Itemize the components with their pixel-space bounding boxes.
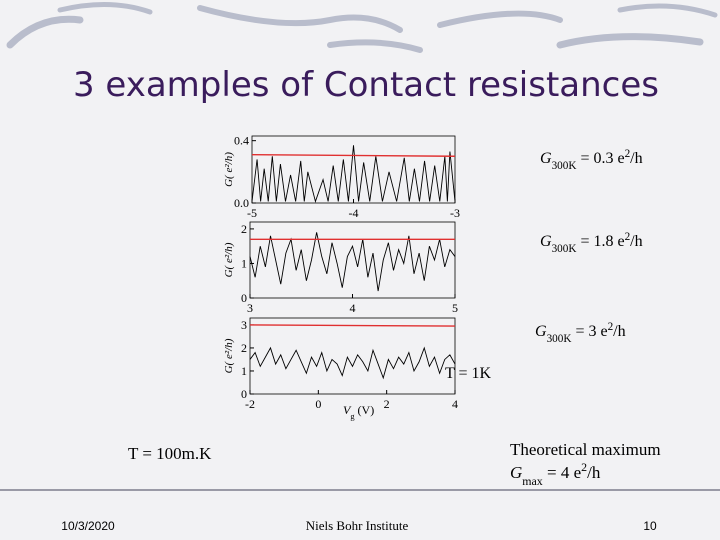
y-axis-label: G( e²/h) (223, 242, 235, 277)
theory-formula-part: /h (587, 463, 601, 482)
y-tick-label: 1 (241, 364, 247, 378)
footer-institute: Niels Bohr Institute (306, 518, 409, 533)
decoration (0, 2, 720, 491)
theory-formula-part: 2 (581, 460, 587, 474)
series-annotation-part: 300K (552, 160, 577, 172)
series-annotation: G300K = 3 e2/h (535, 321, 626, 345)
series-annotation-part: 2 (608, 321, 614, 333)
x-tick-label: -4 (349, 206, 359, 220)
series-annotation-part: 300K (547, 333, 572, 345)
series-annotation-part: G (540, 150, 552, 167)
series-annotation-part: 300K (552, 243, 577, 255)
footer-date: 10/3/2020 (61, 519, 115, 533)
temperature-note: T = 1K (445, 365, 492, 382)
series-annotation-part: 2 (625, 148, 631, 160)
x-tick-label: -2 (245, 397, 255, 411)
x-tick-label: 5 (452, 301, 458, 315)
series-annotation-part: = 1.8 e (576, 233, 624, 250)
y-tick-label: 2 (241, 222, 247, 236)
series-annotation-part: = 3 e (571, 323, 607, 340)
y-tick-label: 0 (241, 387, 247, 401)
x-tick-label: -5 (247, 206, 257, 220)
series-annotation-part: 2 (625, 231, 631, 243)
x-axis-label-part: g (350, 412, 355, 421)
x-axis-label-part: V (343, 403, 352, 417)
x-tick-label: 4 (350, 301, 356, 315)
series-annotation-part: /h (630, 233, 642, 250)
series-annotation: G300K = 1.8 e2/h (540, 231, 643, 255)
theory-line: Theoretical maximum (510, 440, 661, 459)
x-tick-label: 0 (315, 397, 321, 411)
series-annotation: G300K = 0.3 e2/h (540, 148, 643, 172)
data-line (249, 232, 456, 292)
y-tick-label: 0.4 (234, 134, 249, 148)
slide-title: 3 examples of Contact resistances (73, 65, 659, 105)
y-tick-label: 3 (241, 318, 247, 332)
y-tick-label: 2 (241, 341, 247, 355)
footer-page: 10 (643, 519, 657, 533)
data-line (249, 346, 456, 380)
data-line (251, 145, 456, 203)
y-tick-label: 0 (241, 291, 247, 305)
series-annotation-part: = 0.3 e (576, 150, 624, 167)
theory-formula-part: max (522, 474, 543, 488)
plot-frame (249, 317, 456, 395)
y-tick-label: 0.0 (234, 196, 249, 210)
x-axis-label-part: (V) (355, 403, 375, 417)
theory-formula: Gmax = 4 e2/h (510, 460, 601, 488)
data-line (251, 153, 456, 157)
data-line (249, 324, 456, 327)
theory-formula-part: = 4 e (543, 463, 581, 482)
series-annotation-part: G (540, 233, 552, 250)
series-annotation-part: G (535, 323, 547, 340)
y-axis-label: G( e²/h) (223, 152, 235, 187)
theory-formula-part: G (510, 463, 522, 482)
x-tick-label: -3 (450, 206, 460, 220)
x-tick-label: 4 (452, 397, 458, 411)
temperature-note: T = 100m.K (128, 444, 212, 463)
y-axis-label: G( e²/h) (223, 338, 235, 373)
x-tick-label: 3 (247, 301, 253, 315)
x-axis-label: Vg (V) (343, 403, 374, 421)
series-annotation-part: /h (630, 150, 642, 167)
x-tick-label: 2 (384, 397, 390, 411)
y-tick-label: 1 (241, 256, 247, 270)
series-annotation-part: /h (613, 323, 625, 340)
